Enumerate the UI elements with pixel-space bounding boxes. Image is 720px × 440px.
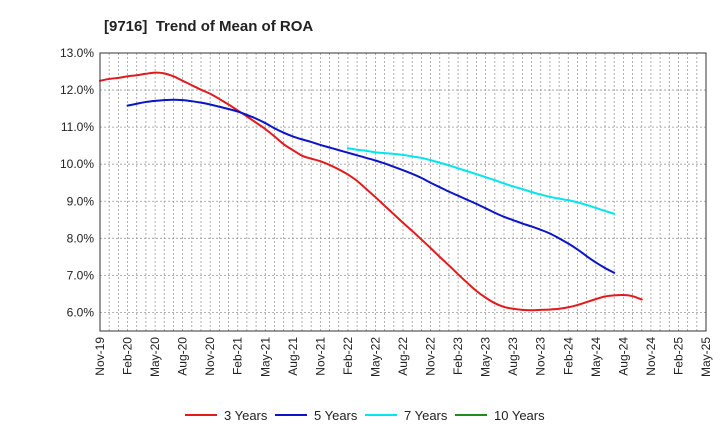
y-axis: 6.0% 7.0% 8.0% 9.0% 10.0% 11.0% 12.0% 13.0% [60, 46, 94, 319]
series-line-5-years [126, 98, 616, 274]
x-tick-label: Aug-22 [396, 337, 410, 376]
x-tick-label: Nov-21 [313, 337, 327, 376]
x-tick-label: Aug-24 [616, 337, 630, 376]
x-tick-label: Feb-20 [121, 337, 135, 375]
legend-label: 3 Years [224, 408, 268, 423]
x-tick-label: Feb-22 [341, 337, 355, 375]
y-tick-label: 7.0% [67, 268, 95, 282]
x-tick-label: Nov-22 [424, 337, 438, 376]
y-tick-label: 8.0% [67, 231, 95, 245]
legend: 3 Years 5 Years 7 Years 10 Years [185, 408, 545, 423]
y-tick-label: 12.0% [60, 83, 94, 97]
x-tick-label: May-22 [368, 337, 382, 377]
y-tick-label: 11.0% [61, 120, 94, 134]
x-tick-label: Aug-21 [286, 337, 300, 376]
series-line-3-years [99, 71, 643, 312]
legend-label: 10 Years [494, 408, 545, 423]
x-tick-label: May-20 [148, 337, 162, 377]
plot-area-frame [99, 52, 707, 332]
x-tick-label: Feb-23 [451, 337, 465, 375]
y-tick-label: 9.0% [67, 194, 95, 208]
x-tick-label: Nov-23 [534, 337, 548, 376]
x-tick-label: Nov-20 [203, 337, 217, 376]
x-tick-label: May-25 [699, 337, 713, 377]
series-line-7-years [346, 147, 616, 215]
x-tick-label: Feb-21 [231, 337, 245, 375]
x-tick-label: May-24 [589, 337, 603, 377]
series-lines [99, 71, 643, 312]
x-tick-label: Nov-19 [93, 337, 107, 376]
legend-label: 7 Years [404, 408, 448, 423]
legend-label: 5 Years [314, 408, 358, 423]
x-tick-label: Feb-25 [671, 337, 685, 375]
x-tick-label: Nov-24 [644, 337, 658, 376]
x-tick-label: May-21 [258, 337, 272, 377]
y-tick-label: 13.0% [60, 46, 94, 60]
x-tick-label: Feb-24 [561, 337, 575, 375]
y-tick-label: 6.0% [67, 305, 95, 319]
y-tick-label: 10.0% [60, 157, 94, 171]
chart-title: [9716] Trend of Mean of ROA [104, 18, 313, 35]
x-tick-label: Aug-23 [506, 337, 520, 376]
x-tick-label: Aug-20 [176, 337, 190, 376]
x-tick-label: May-23 [479, 337, 493, 377]
x-axis: Nov-19 Feb-20 May-20 Aug-20 Nov-20 Feb-21 May-… [93, 337, 713, 377]
